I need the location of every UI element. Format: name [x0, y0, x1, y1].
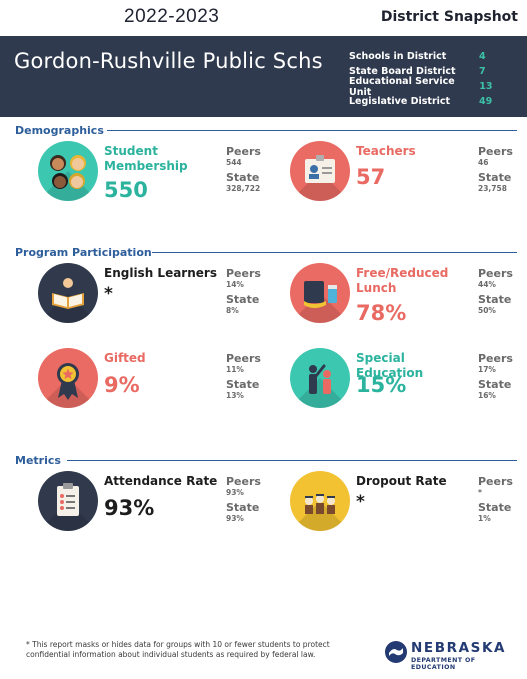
special-education-comparison: Peers 17% State 16%: [478, 353, 527, 405]
peers-value: 93%: [226, 488, 244, 497]
info-value: 13: [479, 81, 493, 92]
footnote: * This report masks or hides data for gr…: [26, 640, 330, 659]
state-value: 13%: [226, 391, 244, 400]
state-value: 328,722: [226, 184, 261, 193]
teachers-comparison: Peers 46 State 23,758: [478, 146, 527, 198]
section-divider: [67, 460, 517, 461]
info-label: Legislative District: [349, 96, 451, 107]
state-label: State: [478, 501, 512, 514]
peers-label: Peers: [226, 145, 261, 158]
state-value: 93%: [226, 514, 244, 523]
info-row: Schools in District 4: [349, 49, 519, 64]
id-badge-icon: [290, 141, 350, 201]
lunch-tray-icon: [290, 263, 350, 323]
free-reduced-lunch-title: Free/Reduced Lunch: [356, 266, 449, 295]
section-divider: [107, 130, 517, 131]
english-learners-value: *: [104, 284, 113, 304]
state-label: State: [226, 293, 260, 306]
top-bar: 2022-2023 District Snapshot: [0, 0, 527, 36]
peers-label: Peers: [226, 352, 261, 365]
dropout-rate-value: *: [356, 492, 365, 512]
peers-value: 14%: [226, 280, 244, 289]
teachers-title: Teachers: [356, 144, 416, 158]
peers-value: 17%: [478, 365, 496, 374]
section-title-program-participation: Program Participation: [15, 246, 152, 259]
info-value: 49: [479, 96, 493, 107]
peers-label: Peers: [226, 267, 261, 280]
peers-label: Peers: [478, 475, 513, 488]
state-label: State: [478, 293, 512, 306]
award-ribbon-icon: [38, 348, 98, 408]
peers-value: 544: [226, 158, 242, 167]
state-label: State: [226, 171, 260, 184]
student-membership-title: Student Membership: [104, 144, 188, 173]
gifted-title: Gifted: [104, 351, 146, 365]
info-row: State Board District 7: [349, 64, 519, 79]
state-value: 1%: [478, 514, 491, 523]
student-membership-value: 550: [104, 178, 148, 202]
state-label: State: [226, 501, 260, 514]
district-name: Gordon-Rushville Public Schs: [14, 49, 323, 73]
info-label: State Board District: [349, 66, 456, 77]
peers-value: *: [478, 488, 482, 497]
state-value: 23,758: [478, 184, 507, 193]
section-title-demographics: Demographics: [15, 124, 104, 137]
state-label: State: [478, 378, 512, 391]
state-label: State: [478, 171, 512, 184]
logo-word: NEBRASKA: [411, 640, 507, 656]
student-membership-comparison: Peers 544 State 328,722: [226, 146, 286, 198]
clipboard-checklist-icon: [38, 471, 98, 531]
district-info: Schools in District 4 State Board Distri…: [349, 49, 519, 109]
attendance-rate-value: 93%: [104, 496, 155, 520]
free-reduced-lunch-value: 78%: [356, 301, 407, 325]
graduates-icon: [290, 471, 350, 531]
special-education-value: 15%: [356, 373, 407, 397]
dropout-rate-comparison: Peers * State 1%: [478, 476, 527, 528]
info-value: 4: [479, 51, 486, 62]
info-row: Legislative District 49: [349, 94, 519, 109]
free-reduced-lunch-comparison: Peers 44% State 50%: [478, 268, 527, 320]
school-year: 2022-2023: [124, 6, 220, 27]
state-value: 8%: [226, 306, 239, 315]
attendance-rate-title: Attendance Rate: [104, 474, 218, 488]
peers-value: 11%: [226, 365, 244, 374]
students-icon: [38, 141, 98, 201]
state-label: State: [226, 378, 260, 391]
helping-hand-icon: [290, 348, 350, 408]
info-label: Schools in District: [349, 51, 447, 62]
state-value: 16%: [478, 391, 496, 400]
peers-label: Peers: [478, 352, 513, 365]
special-education-title: Special Education: [356, 351, 424, 380]
teachers-value: 57: [356, 165, 386, 189]
state-value: 50%: [478, 306, 496, 315]
snapshot-label: District Snapshot: [380, 9, 518, 25]
peers-label: Peers: [478, 267, 513, 280]
info-label: Educational Service Unit: [349, 75, 455, 98]
peers-value: 44%: [478, 280, 496, 289]
peers-label: Peers: [226, 475, 261, 488]
english-learners-title: English Learners: [104, 266, 217, 280]
gifted-comparison: Peers 11% State 13%: [226, 353, 286, 405]
peers-label: Peers: [478, 145, 513, 158]
attendance-rate-comparison: Peers 93% State 93%: [226, 476, 286, 528]
info-value: 7: [479, 66, 486, 77]
english-learners-comparison: Peers 14% State 8%: [226, 268, 286, 320]
peers-value: 46: [478, 158, 489, 167]
logo-subtitle: DEPARTMENT OF EDUCATION: [411, 657, 476, 671]
gifted-value: 9%: [104, 373, 140, 397]
info-row: Educational Service Unit 13: [349, 76, 519, 98]
section-title-metrics: Metrics: [15, 454, 61, 467]
dropout-rate-title: Dropout Rate: [356, 474, 447, 488]
district-banner: Gordon-Rushville Public Schs Schools in …: [0, 36, 527, 117]
open-book-icon: [38, 263, 98, 323]
nebraska-logo: NEBRASKA DEPARTMENT OF EDUCATION: [384, 638, 514, 671]
section-divider: [152, 252, 517, 253]
nebraska-emblem-icon: [385, 641, 407, 663]
